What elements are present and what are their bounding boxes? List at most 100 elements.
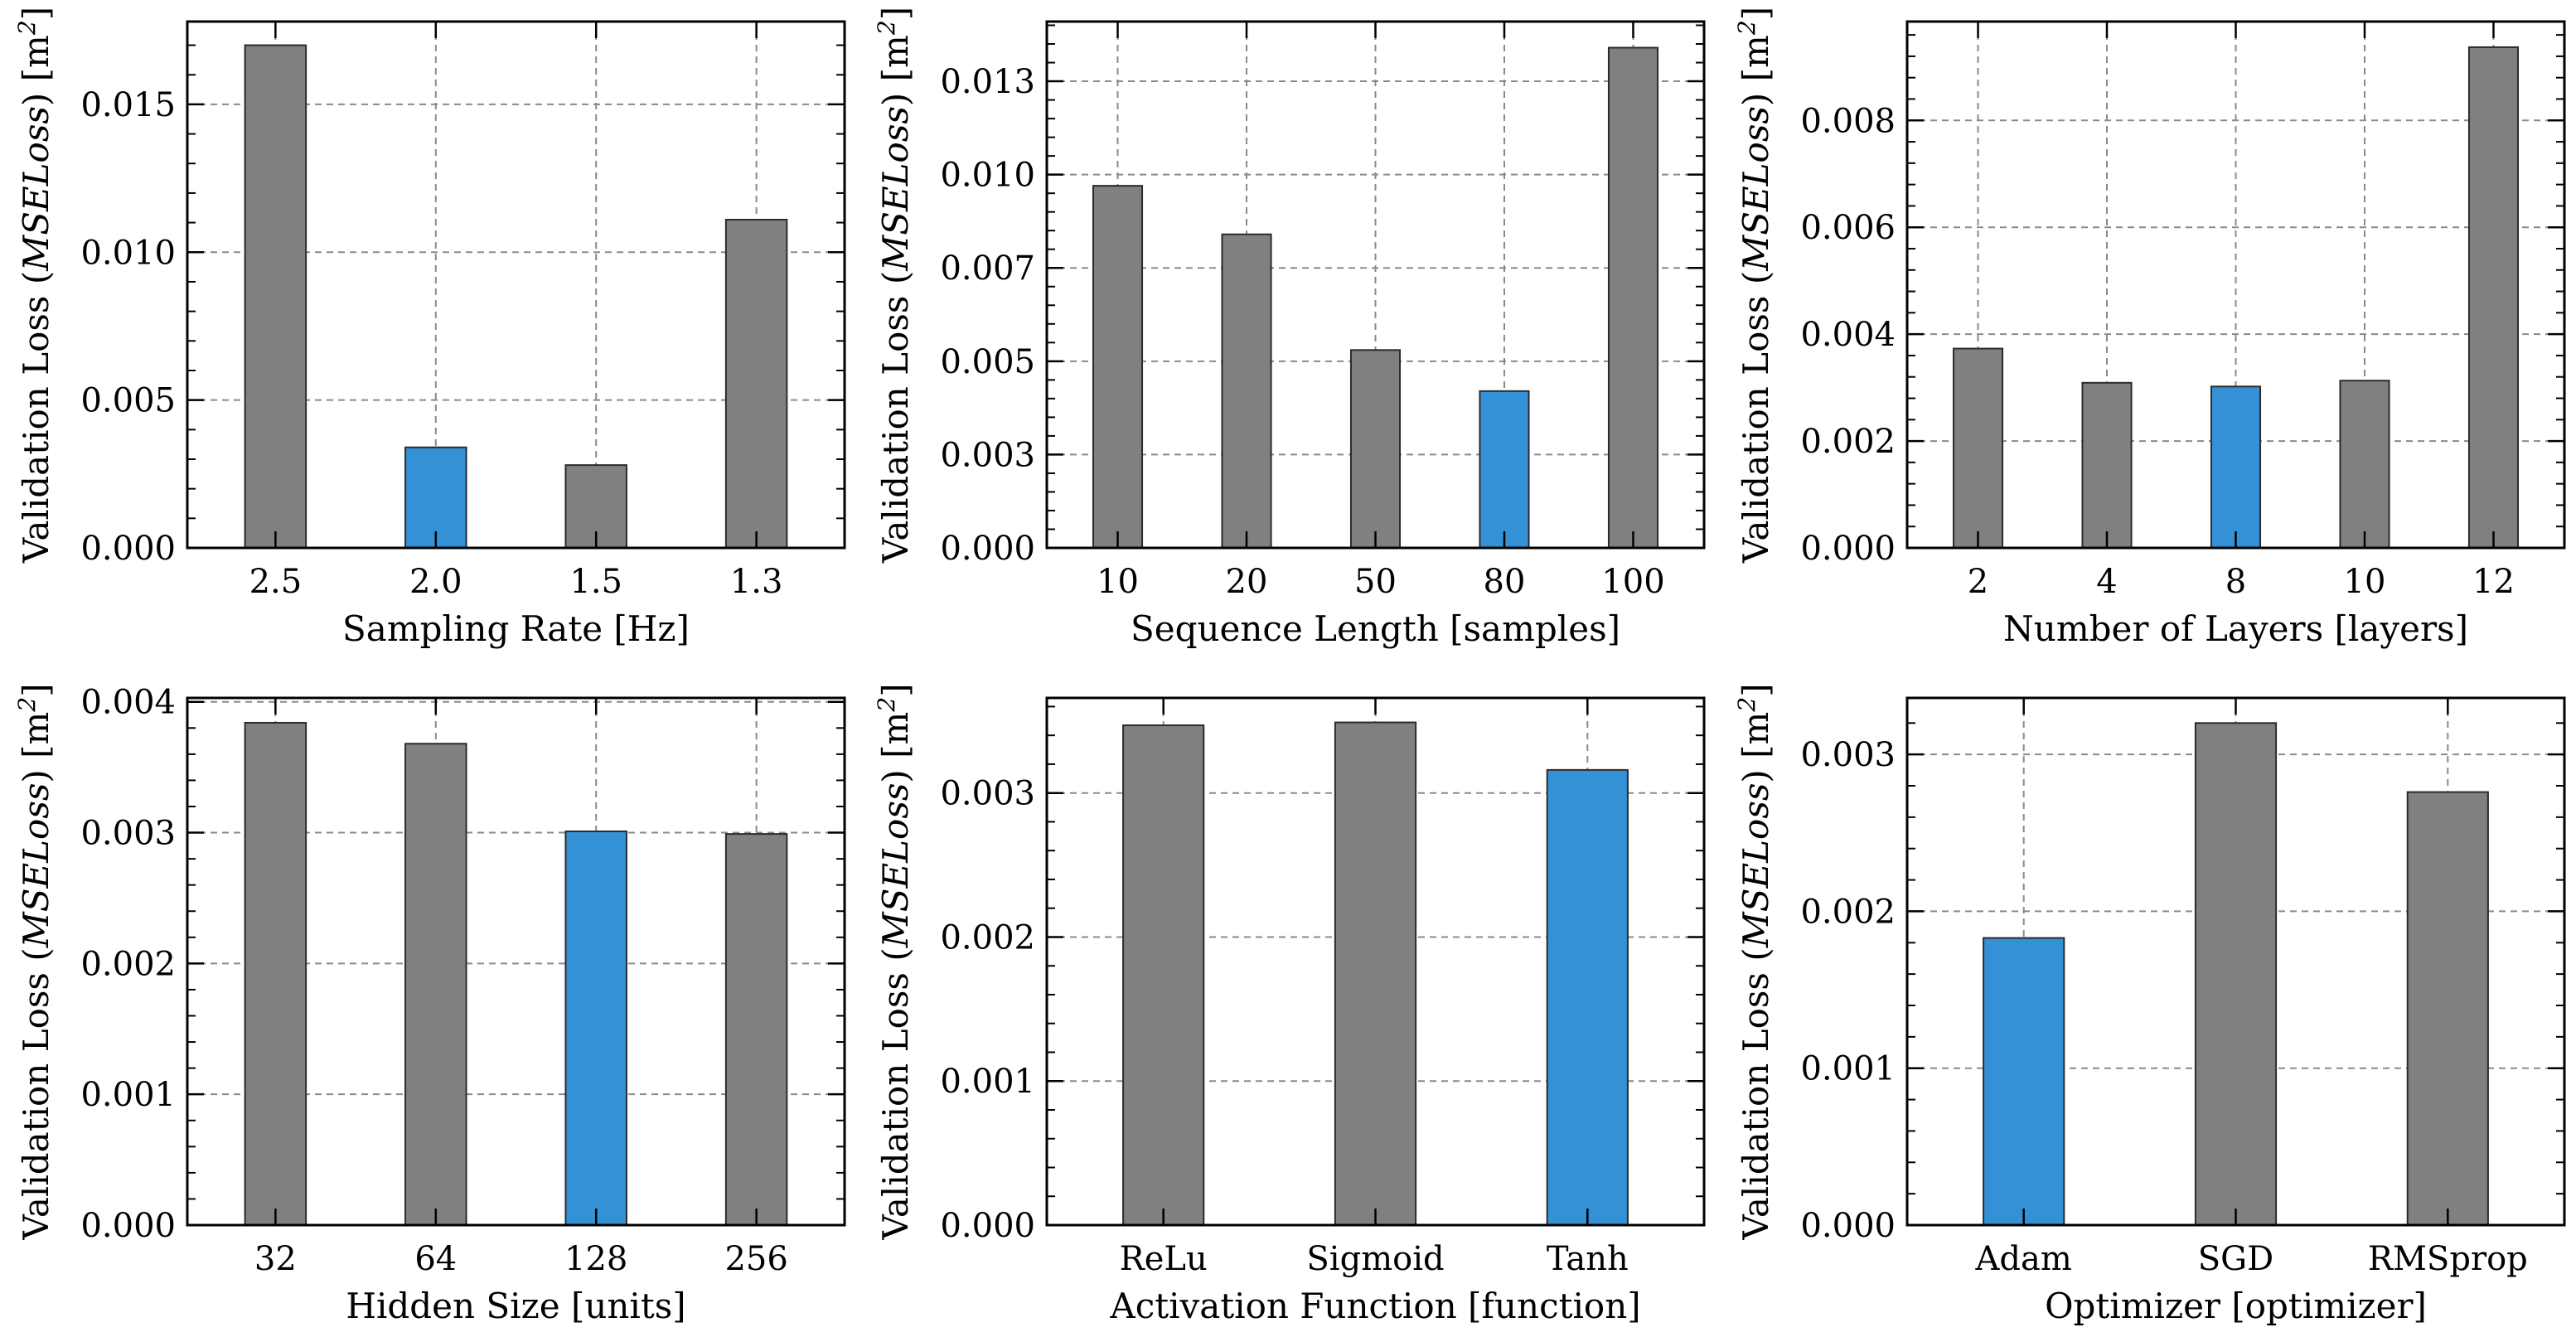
y-tick-label: 0.002 [940, 918, 1035, 957]
y-tick-label: 0.000 [940, 530, 1035, 568]
chart-panel-5: 0.000 0.001 0.002 0.003 ReLu Sigmoid Tanh Activ… [873, 683, 1706, 1326]
y-tick-label: 0.015 [80, 86, 176, 124]
y-axis-label-part: Validation Loss ( [1736, 271, 1776, 564]
y-axis-label-part: ] [16, 7, 56, 20]
y-axis-label-part: ) [m [16, 712, 56, 783]
x-tick-label: 1.3 [730, 563, 783, 601]
bar-best [1546, 768, 1629, 1226]
y-tick-label: 0.003 [80, 815, 176, 853]
y-tick-label: 0.000 [1800, 1207, 1896, 1245]
bar-best [564, 830, 627, 1226]
y-axis-label-part: ] [1736, 7, 1776, 20]
y-axis-label-math: MSELoss [1736, 783, 1776, 949]
y-axis-label: Validation Loss (MSELoss) [m2] [1733, 683, 1777, 1240]
bar [2339, 380, 2390, 549]
y-tick-label: 0.002 [1800, 423, 1896, 461]
x-tick-label: 80 [1484, 563, 1526, 601]
y-axis-label: Validation Loss (MSELoss) [m2] [873, 683, 917, 1240]
x-tick-label: 20 [1226, 563, 1268, 601]
bar [2194, 722, 2278, 1226]
x-tick-label: 4 [2096, 563, 2117, 601]
chart-panel-1: 0.000 0.005 0.010 0.015 2.5 2.0 1.5 1.3 Sampling… [13, 7, 846, 649]
y-axis-label-math: MSELoss [875, 106, 916, 272]
bar [1221, 233, 1272, 549]
x-tick-label: Adam [1975, 1240, 2072, 1278]
y-axis-label-superscript: 2 [13, 697, 41, 713]
y-tick-label: 0.005 [940, 343, 1035, 381]
chart-panel-2: 0.000 0.003 0.005 0.007 0.010 0.013 10 20 50 80 10… [873, 7, 1706, 649]
y-axis-label: Validation Loss (MSELoss) [m2] [1733, 7, 1777, 564]
y-axis-label-superscript: 2 [1733, 697, 1760, 713]
x-tick-label: Sigmoid [1306, 1240, 1444, 1278]
axes-frame [186, 20, 846, 550]
y-axis-label-part: Validation Loss ( [16, 947, 56, 1240]
y-axis-label-part: Validation Loss ( [875, 271, 916, 564]
chart-panel-6: 0.000 0.001 0.002 0.003 Adam SGD RMSprop Optimi… [1733, 683, 2566, 1326]
chart-panel-4: 0.000 0.001 0.002 0.003 0.004 32 64 128 256 Hidde… [13, 683, 846, 1326]
y-tick-label: 0.008 [1800, 102, 1896, 140]
x-tick-label: ReLu [1120, 1240, 1208, 1278]
y-tick-label: 0.004 [1800, 316, 1896, 354]
x-tick-label: 100 [1601, 563, 1664, 601]
bar [1607, 46, 1659, 549]
x-axis-label: Sampling Rate [Hz] [342, 608, 690, 649]
y-axis-label-part: ) [m [16, 35, 56, 106]
x-tick-label: 1.5 [569, 563, 622, 601]
bar-best [1479, 390, 1530, 550]
y-tick-label: 0.006 [1800, 209, 1896, 247]
x-axis-label: Sequence Length [samples] [1131, 608, 1620, 649]
y-axis-label-part: ) [m [1736, 712, 1776, 783]
y-tick-label: 0.001 [1800, 1050, 1896, 1088]
x-tick-label: 10 [1097, 563, 1139, 601]
x-tick-label: 32 [254, 1240, 297, 1278]
x-tick-label: 2.5 [249, 563, 303, 601]
y-tick-label: 0.001 [80, 1076, 176, 1114]
y-tick-label: 0.001 [940, 1063, 1035, 1101]
y-axis-label-math: MSELoss [16, 106, 56, 272]
y-axis-label-math: MSELoss [16, 783, 56, 949]
y-axis-label-superscript: 2 [873, 20, 900, 36]
bar [1334, 721, 1417, 1226]
y-tick-label: 0.005 [80, 382, 176, 420]
bar [724, 219, 788, 549]
y-axis-label-superscript: 2 [13, 20, 41, 36]
y-axis-label-superscript: 2 [873, 697, 900, 713]
y-tick-label: 0.000 [940, 1207, 1035, 1245]
y-tick-label: 0.003 [1800, 736, 1896, 774]
y-axis-label-part: ) [m [1736, 35, 1776, 106]
x-tick-label: 128 [564, 1240, 627, 1278]
y-axis-label-part: ] [16, 683, 56, 696]
x-tick-label: 12 [2472, 563, 2515, 601]
bar [724, 833, 788, 1226]
y-axis-label-superscript: 2 [1733, 20, 1760, 36]
y-axis-label: Validation Loss (MSELoss) [m2] [13, 683, 57, 1240]
x-tick-label: 64 [414, 1240, 457, 1278]
x-tick-label: 10 [2344, 563, 2386, 601]
y-axis-label: Validation Loss (MSELoss) [m2] [873, 7, 917, 564]
x-axis-label: Number of Layers [layers] [2003, 608, 2468, 649]
x-tick-label: Tanh [1547, 1240, 1629, 1278]
y-axis-label-part: ] [875, 7, 916, 20]
x-axis-label: Optimizer [optimizer] [2045, 1286, 2427, 1326]
bar [1952, 347, 2004, 550]
x-tick-label: 2.0 [409, 563, 462, 601]
y-axis-label-part: ) [m [875, 712, 916, 783]
y-tick-label: 0.003 [940, 775, 1035, 813]
x-tick-label: SGD [2198, 1240, 2273, 1278]
y-axis-label-part: ] [1736, 683, 1776, 696]
y-tick-label: 0.000 [80, 1207, 176, 1245]
axes-frame [186, 696, 846, 1227]
y-axis-label-part: ] [875, 683, 916, 696]
bar [1349, 349, 1402, 549]
y-axis-label-part: Validation Loss ( [1736, 947, 1776, 1240]
y-axis-label-math: MSELoss [875, 783, 916, 949]
y-tick-label: 0.010 [940, 157, 1035, 195]
bar [2406, 791, 2489, 1226]
y-axis-label-part: Validation Loss ( [875, 947, 916, 1240]
y-axis-label: Validation Loss (MSELoss) [m2] [13, 7, 57, 564]
x-tick-label: 8 [2225, 563, 2246, 601]
x-axis-label: Activation Function [function] [1109, 1286, 1640, 1326]
x-tick-label: 256 [724, 1240, 787, 1278]
y-tick-label: 0.000 [1800, 530, 1896, 568]
